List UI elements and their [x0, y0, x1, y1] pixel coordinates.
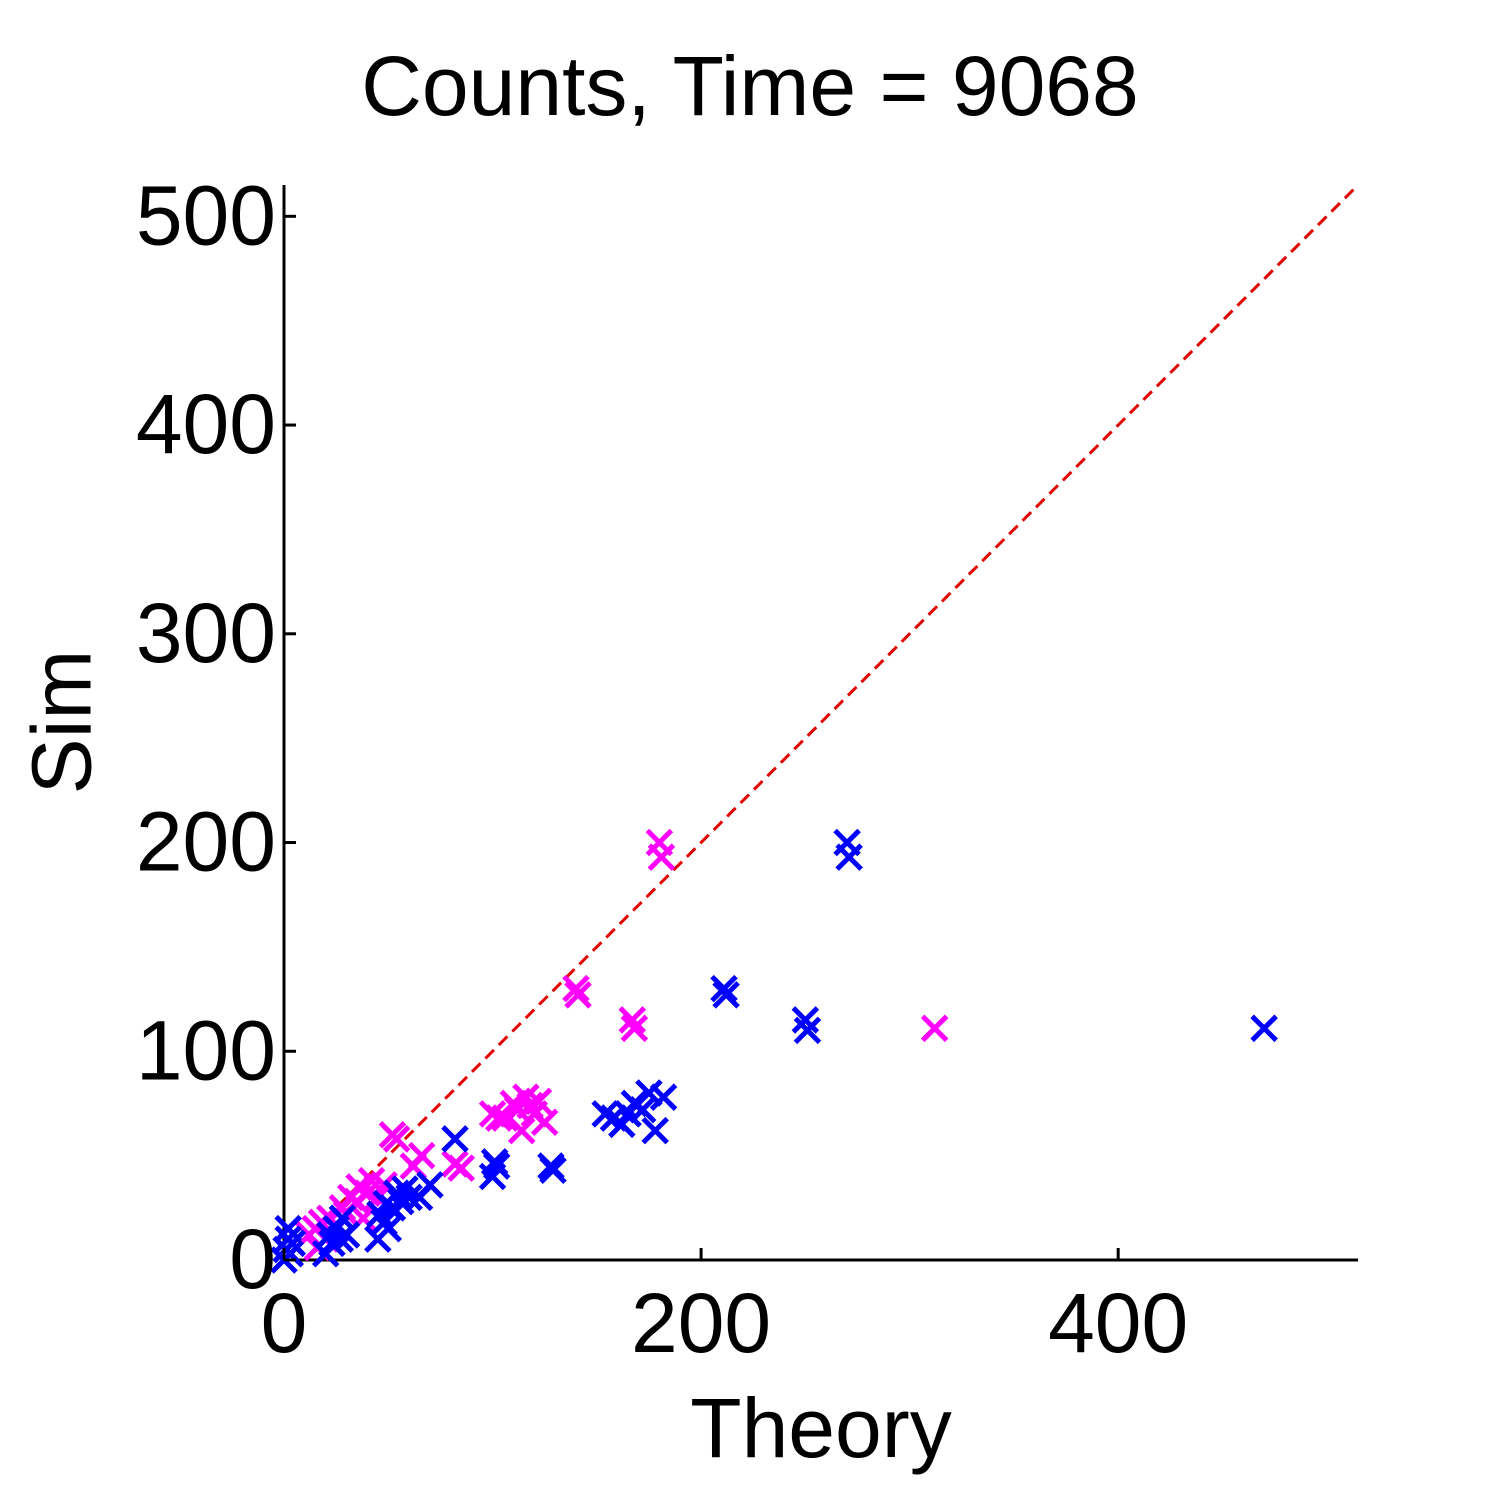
- x-tick-label: 400: [1048, 1276, 1188, 1370]
- data-point: [793, 1016, 822, 1045]
- data-point: [628, 1095, 657, 1124]
- data-point: [835, 843, 863, 871]
- y-tick-label: 200: [136, 795, 276, 889]
- marks-layer: [270, 828, 1278, 1274]
- data-point: [332, 1221, 361, 1249]
- data-point: [530, 1108, 559, 1136]
- data-point: [491, 1104, 519, 1132]
- data-point: [710, 974, 738, 1003]
- data-point: [382, 1125, 411, 1153]
- y-axis-label: Sim: [14, 649, 109, 795]
- y-tick-label: 500: [136, 168, 276, 262]
- y-tick-label: 300: [136, 586, 276, 680]
- y-tick-label: 400: [136, 377, 276, 471]
- data-point: [620, 1014, 649, 1043]
- data-point: [641, 1116, 669, 1145]
- data-point: [447, 1154, 476, 1182]
- y-tick-label: 0: [229, 1212, 276, 1306]
- x-tick-label: 200: [631, 1276, 771, 1370]
- data-point: [920, 1014, 949, 1043]
- data-point: [395, 1183, 423, 1212]
- y-tick-label: 100: [136, 1003, 276, 1097]
- data-point: [539, 1156, 567, 1185]
- data-point: [649, 1083, 678, 1111]
- data-point: [647, 843, 676, 871]
- x-tick-label: 0: [261, 1276, 308, 1370]
- data-point: [564, 981, 592, 1009]
- data-point: [374, 1214, 403, 1243]
- data-point: [712, 981, 740, 1009]
- data-point: [1250, 1014, 1278, 1043]
- data-point: [618, 1006, 647, 1034]
- data-point: [407, 1141, 436, 1170]
- ticks-layer: 0 100 200 300 400 500 0 200 400: [136, 168, 1188, 1370]
- series-1: [270, 828, 1278, 1274]
- axes: [282, 185, 1358, 1262]
- data-point: [416, 1171, 444, 1199]
- x-axis-label: Theory: [690, 1381, 952, 1475]
- chart-title: Counts, Time = 9068: [361, 39, 1139, 133]
- data-point: [507, 1116, 536, 1145]
- data-point: [524, 1087, 553, 1116]
- data-point: [482, 1152, 511, 1180]
- data-point: [562, 974, 590, 1003]
- data-point: [441, 1125, 469, 1153]
- reference-line: [282, 183, 1360, 1262]
